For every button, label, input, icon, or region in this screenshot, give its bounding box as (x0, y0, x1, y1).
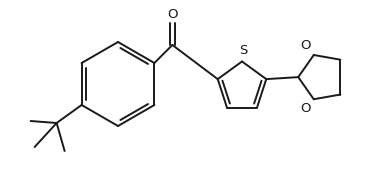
Text: O: O (300, 39, 311, 52)
Text: O: O (300, 102, 311, 115)
Text: S: S (239, 45, 247, 57)
Text: O: O (167, 8, 178, 21)
